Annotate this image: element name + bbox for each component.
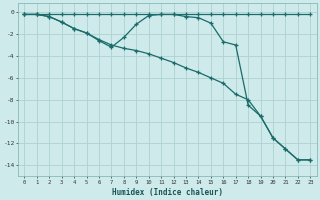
- X-axis label: Humidex (Indice chaleur): Humidex (Indice chaleur): [112, 188, 223, 197]
